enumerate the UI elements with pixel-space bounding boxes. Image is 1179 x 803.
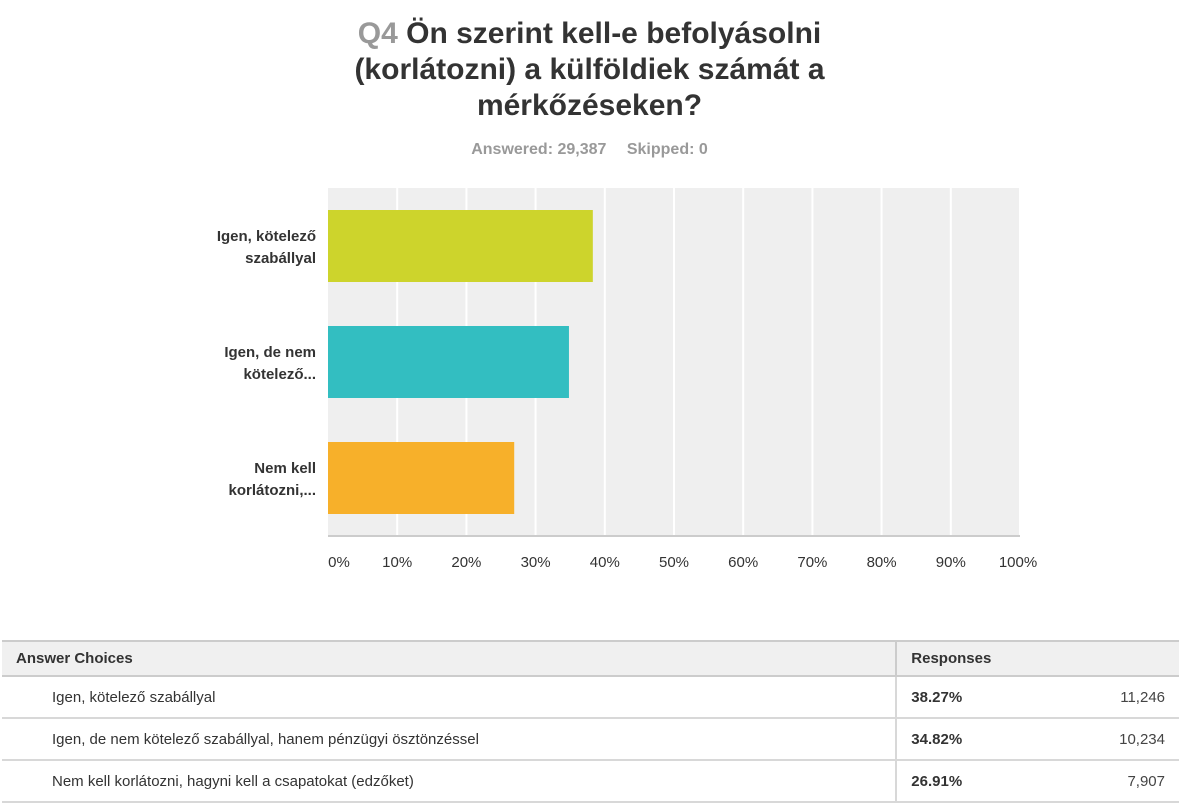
question-number: Q4 <box>357 17 398 50</box>
category-label: Igen, kötelező <box>217 228 316 245</box>
category-label: korlátozni,... <box>228 482 316 499</box>
table-row: Nem kell korlátozni, hagyni kell a csapa… <box>2 760 1179 803</box>
x-tick-label: 60% <box>728 554 758 571</box>
question-title: Q4 Ön szerint kell-e befolyásolni (korlá… <box>0 16 1179 124</box>
response-percent: 34.82% <box>895 718 1073 761</box>
category-label: Nem kell <box>254 460 316 477</box>
x-tick-label: 70% <box>797 554 827 571</box>
category-label: szabállyal <box>245 250 316 267</box>
response-count: 7,907 <box>1072 760 1179 803</box>
responses-table: Answer Choices Responses Igen, kötelező … <box>2 640 1179 803</box>
x-tick-label: 10% <box>382 554 412 571</box>
choice-label: Igen, de nem kötelező szabállyal, hanem … <box>2 718 897 761</box>
skipped-count: Skipped: 0 <box>626 141 708 158</box>
response-stats: Answered: 29,387 Skipped: 0 <box>0 141 1179 159</box>
table-row: Igen, de nem kötelező szabállyal, hanem … <box>2 718 1179 761</box>
answer-choices-header: Answer Choices <box>2 640 897 677</box>
x-tick-label: 20% <box>451 554 481 571</box>
choice-label: Igen, kötelező szabállyal <box>2 676 897 719</box>
x-tick-label: 100% <box>999 554 1037 571</box>
x-tick-label: 50% <box>659 554 689 571</box>
x-tick-label: 80% <box>867 554 897 571</box>
bar <box>328 210 593 282</box>
responses-header: Responses <box>895 640 1179 677</box>
category-label: Igen, de nem <box>224 344 316 361</box>
response-count: 11,246 <box>1072 676 1179 719</box>
bar-chart: Igen, kötelező szabállyal Igen, de nem köte… <box>217 188 1037 571</box>
x-tick-label: 90% <box>936 554 966 571</box>
x-tick-label: 30% <box>521 554 551 571</box>
choice-label: Nem kell korlátozni, hagyni kell a csapa… <box>2 760 897 803</box>
x-tick-label: 40% <box>590 554 620 571</box>
bar <box>328 442 515 514</box>
question-text: Ön szerint kell-e befolyásolni (korlátoz… <box>354 17 825 122</box>
bar <box>328 326 569 398</box>
table-row: Igen, kötelező szabállyal 38.27% 11,246 <box>2 676 1179 719</box>
response-percent: 26.91% <box>895 760 1073 803</box>
response-percent: 38.27% <box>895 676 1073 719</box>
answered-count: Answered: 29,387 <box>471 141 607 158</box>
response-count: 10,234 <box>1072 718 1179 761</box>
category-label: kötelező... <box>243 366 316 383</box>
x-tick-label: 0% <box>328 554 350 571</box>
